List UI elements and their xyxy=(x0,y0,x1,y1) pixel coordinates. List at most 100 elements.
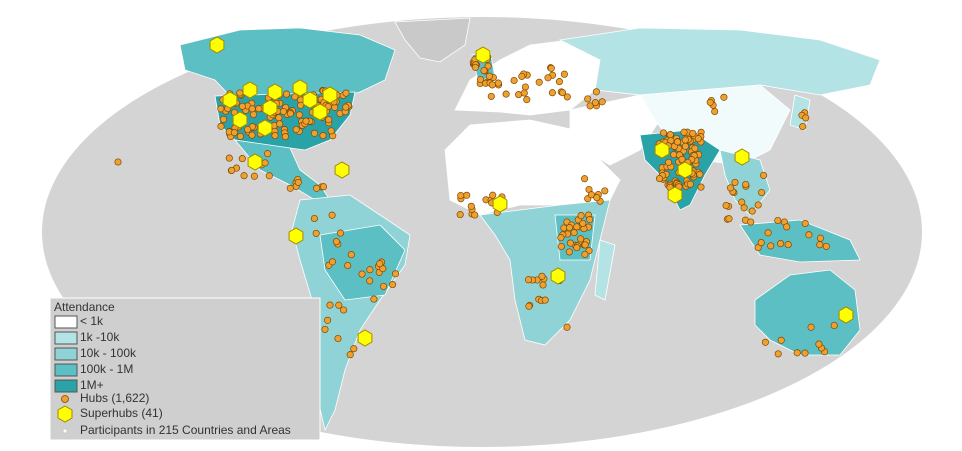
hub xyxy=(456,211,464,219)
hub xyxy=(566,239,574,247)
hub xyxy=(584,95,592,103)
hub xyxy=(217,122,225,130)
hub xyxy=(570,229,578,237)
hub xyxy=(248,105,256,113)
hub xyxy=(757,239,765,247)
hub xyxy=(822,242,830,250)
hub-symbol xyxy=(61,395,69,403)
hub xyxy=(286,184,294,192)
greenland xyxy=(394,17,471,63)
hub xyxy=(706,98,714,106)
hub xyxy=(480,66,488,75)
hub xyxy=(563,93,571,101)
hub xyxy=(310,214,318,223)
superhub xyxy=(209,36,225,54)
superhub xyxy=(302,91,318,109)
hub xyxy=(680,128,688,136)
hub xyxy=(725,215,733,223)
hub xyxy=(655,175,664,183)
hub xyxy=(535,78,543,86)
hub xyxy=(591,99,599,107)
hub xyxy=(598,98,606,106)
hub xyxy=(601,187,609,195)
hub xyxy=(555,78,563,86)
legend-swatch xyxy=(54,363,78,377)
superhub xyxy=(492,195,508,213)
hub xyxy=(587,191,596,199)
hub xyxy=(282,90,291,98)
hub xyxy=(328,211,336,219)
hub xyxy=(476,75,485,84)
hub xyxy=(219,115,228,123)
hub xyxy=(463,191,471,199)
hub xyxy=(248,131,256,139)
hub xyxy=(249,110,258,119)
hub xyxy=(467,202,475,210)
hub xyxy=(489,191,497,199)
superhub-symbol xyxy=(57,405,73,423)
legend-swatch xyxy=(54,331,78,345)
superhubs xyxy=(209,36,854,347)
superhub xyxy=(677,161,693,179)
hub xyxy=(230,129,238,137)
superhub xyxy=(312,103,328,121)
hub xyxy=(558,89,567,97)
new-zealand xyxy=(849,354,886,386)
superhub xyxy=(222,91,238,109)
hub xyxy=(271,132,279,140)
hub xyxy=(659,129,668,137)
hub xyxy=(297,101,305,109)
hub xyxy=(673,138,682,146)
hub xyxy=(830,321,838,330)
hub xyxy=(560,70,568,78)
hub xyxy=(264,150,272,158)
hub xyxy=(816,234,825,242)
hub xyxy=(742,180,750,188)
hub xyxy=(321,325,329,333)
superhub xyxy=(475,46,491,64)
hub xyxy=(764,229,772,237)
hub xyxy=(379,282,388,290)
hub xyxy=(366,266,374,274)
hub xyxy=(577,212,585,220)
legend-label: 10k - 100k xyxy=(80,346,137,360)
hub xyxy=(524,276,533,284)
superhub xyxy=(838,306,854,324)
hub xyxy=(114,158,122,166)
hub xyxy=(265,172,273,180)
hub xyxy=(767,242,775,250)
hub xyxy=(334,334,342,343)
hub xyxy=(573,223,581,231)
hub xyxy=(457,191,465,200)
hub xyxy=(294,178,302,186)
hub xyxy=(310,129,319,137)
superhub xyxy=(288,227,304,245)
hub xyxy=(312,229,320,237)
hub xyxy=(593,194,601,202)
hub xyxy=(711,107,719,116)
hub xyxy=(760,171,768,179)
hub xyxy=(244,125,252,134)
hub xyxy=(391,270,400,278)
superhub xyxy=(242,81,258,99)
hub xyxy=(319,132,327,140)
hub xyxy=(799,122,807,131)
superhub xyxy=(334,161,350,179)
hub xyxy=(666,131,674,139)
hub xyxy=(579,219,587,227)
hub xyxy=(547,64,555,72)
superhub xyxy=(550,267,566,285)
hub xyxy=(281,133,289,141)
hub xyxy=(240,172,248,180)
hub xyxy=(686,180,694,188)
hub xyxy=(801,349,809,357)
legend-label: Hubs (1,622) xyxy=(80,391,149,405)
hub xyxy=(520,89,528,97)
hub xyxy=(350,345,358,353)
legend-title: Attendance xyxy=(54,300,115,314)
hub xyxy=(816,241,824,249)
hub xyxy=(748,207,756,215)
hub xyxy=(335,301,343,309)
hub xyxy=(696,170,704,178)
hub xyxy=(342,103,350,111)
